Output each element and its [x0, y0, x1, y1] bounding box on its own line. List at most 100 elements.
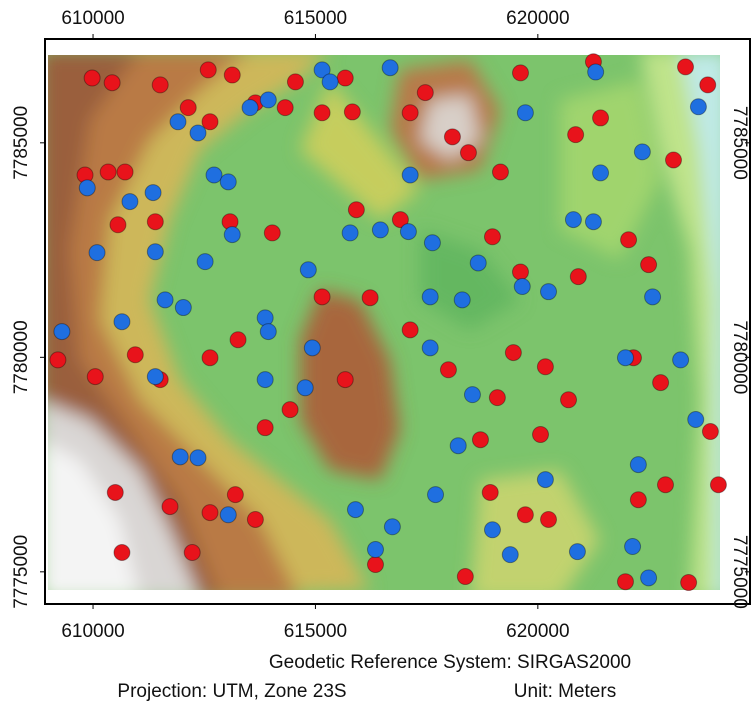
sample-point — [673, 352, 689, 368]
sample-point — [400, 224, 416, 240]
sample-point — [170, 114, 186, 130]
y-tick-label: 7775000 — [11, 535, 32, 609]
sample-point — [593, 165, 609, 181]
sample-point — [175, 300, 191, 316]
x-tick-label: 610000 — [61, 8, 124, 29]
sample-point — [322, 74, 338, 90]
sample-point — [152, 77, 168, 93]
sample-point — [362, 290, 378, 306]
sample-point — [512, 264, 528, 280]
sample-point — [122, 194, 138, 210]
y-tick-label: 7785000 — [11, 106, 32, 180]
sample-point — [440, 362, 456, 378]
sample-point — [588, 64, 604, 80]
sample-point — [422, 340, 438, 356]
sample-point — [372, 222, 388, 238]
sample-point — [348, 202, 364, 218]
sample-point — [517, 105, 533, 121]
sample-point — [402, 105, 418, 121]
sample-point — [657, 477, 673, 493]
sample-point — [512, 65, 528, 81]
sample-point — [630, 457, 646, 473]
sample-point — [224, 67, 240, 83]
sample-point — [145, 185, 161, 201]
sample-point — [224, 227, 240, 243]
sample-point — [641, 570, 657, 586]
y-tick-label: 7775000 — [729, 535, 750, 609]
sample-point — [617, 574, 633, 590]
sample-point — [242, 100, 258, 116]
sample-point — [89, 245, 105, 261]
sample-point — [382, 60, 398, 76]
sample-point — [117, 164, 133, 180]
sample-point — [541, 284, 557, 300]
sample-point — [190, 125, 206, 141]
sample-point — [585, 214, 601, 230]
sample-point — [220, 174, 236, 190]
sample-point — [260, 92, 276, 108]
sample-point — [702, 424, 718, 440]
sample-point — [444, 129, 460, 145]
sample-point — [297, 380, 313, 396]
sample-point — [457, 569, 473, 585]
sample-point — [645, 289, 661, 305]
sample-point — [367, 557, 383, 573]
sample-point — [304, 340, 320, 356]
sample-point — [700, 77, 716, 93]
sample-point — [402, 322, 418, 338]
sample-point — [50, 352, 66, 368]
sample-point — [147, 214, 163, 230]
sample-point — [79, 180, 95, 196]
sample-point — [127, 347, 143, 363]
sample-point — [710, 477, 726, 493]
sample-point — [157, 292, 173, 308]
sample-point — [621, 232, 637, 248]
sample-point — [569, 544, 585, 560]
sample-point — [505, 345, 521, 361]
sample-point — [484, 229, 500, 245]
sample-point — [688, 412, 704, 428]
sample-point — [314, 289, 330, 305]
y-tick-label: 7785000 — [729, 106, 750, 180]
sample-point — [617, 350, 633, 366]
sample-point — [287, 74, 303, 90]
sample-point — [641, 257, 657, 273]
sample-point — [147, 244, 163, 260]
sample-point — [517, 507, 533, 523]
sample-point — [104, 75, 120, 91]
sample-point — [367, 542, 383, 558]
sample-point — [84, 70, 100, 86]
sample-point — [537, 472, 553, 488]
sample-point — [87, 369, 103, 385]
sample-point — [541, 511, 557, 527]
sample-point — [568, 127, 584, 143]
sample-point — [472, 432, 488, 448]
sample-point — [460, 145, 476, 161]
sample-point — [247, 511, 263, 527]
sample-point — [202, 505, 218, 521]
sample-point — [402, 167, 418, 183]
sample-point — [114, 545, 130, 561]
sample-point — [482, 484, 498, 500]
sample-point — [107, 484, 123, 500]
sample-point — [384, 519, 400, 535]
sample-point — [197, 254, 213, 270]
elevation-model — [40, 50, 730, 600]
sample-point — [264, 225, 280, 241]
sample-point — [634, 144, 650, 160]
sample-point — [110, 217, 126, 233]
sample-point — [162, 499, 178, 515]
sample-point — [282, 402, 298, 418]
x-tick-label: 620000 — [506, 621, 569, 642]
sample-point — [428, 487, 444, 503]
x-tick-label: 620000 — [506, 8, 569, 29]
sample-point — [257, 420, 273, 436]
map: Geodetic Reference System: SIRGAS2000 Pr… — [0, 0, 754, 710]
sample-point — [690, 99, 706, 115]
unit-note: Unit: Meters — [514, 681, 616, 702]
sample-point — [337, 372, 353, 388]
sample-point — [190, 450, 206, 466]
sample-point — [630, 492, 646, 508]
sample-point — [260, 324, 276, 340]
sample-point — [300, 262, 316, 278]
